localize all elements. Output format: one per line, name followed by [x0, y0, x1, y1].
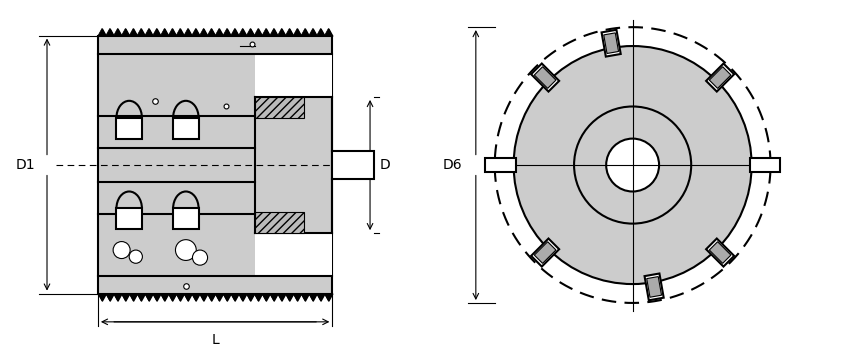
Polygon shape — [255, 53, 332, 97]
Polygon shape — [750, 159, 780, 172]
Text: L: L — [212, 333, 219, 347]
Text: D1: D1 — [16, 158, 36, 172]
Polygon shape — [255, 233, 332, 276]
Circle shape — [574, 107, 691, 223]
Circle shape — [113, 242, 130, 259]
Polygon shape — [709, 67, 731, 88]
Polygon shape — [604, 33, 619, 53]
Circle shape — [192, 250, 207, 265]
Text: D: D — [379, 158, 390, 172]
Circle shape — [606, 138, 659, 192]
Polygon shape — [255, 97, 304, 118]
Circle shape — [175, 240, 196, 261]
Polygon shape — [647, 277, 661, 297]
Polygon shape — [332, 151, 374, 179]
Polygon shape — [255, 212, 304, 233]
Polygon shape — [706, 64, 734, 92]
Text: D6: D6 — [443, 158, 462, 172]
Polygon shape — [709, 242, 731, 263]
Polygon shape — [535, 67, 556, 88]
Polygon shape — [644, 273, 664, 300]
Polygon shape — [173, 209, 199, 229]
Polygon shape — [531, 64, 559, 92]
Polygon shape — [116, 209, 142, 229]
Polygon shape — [602, 30, 620, 57]
Polygon shape — [173, 118, 199, 138]
Polygon shape — [98, 36, 332, 294]
Polygon shape — [535, 242, 556, 263]
Polygon shape — [116, 118, 142, 138]
Polygon shape — [531, 238, 559, 266]
Polygon shape — [485, 159, 515, 172]
Polygon shape — [706, 238, 734, 266]
Circle shape — [129, 250, 143, 263]
Circle shape — [513, 46, 751, 284]
